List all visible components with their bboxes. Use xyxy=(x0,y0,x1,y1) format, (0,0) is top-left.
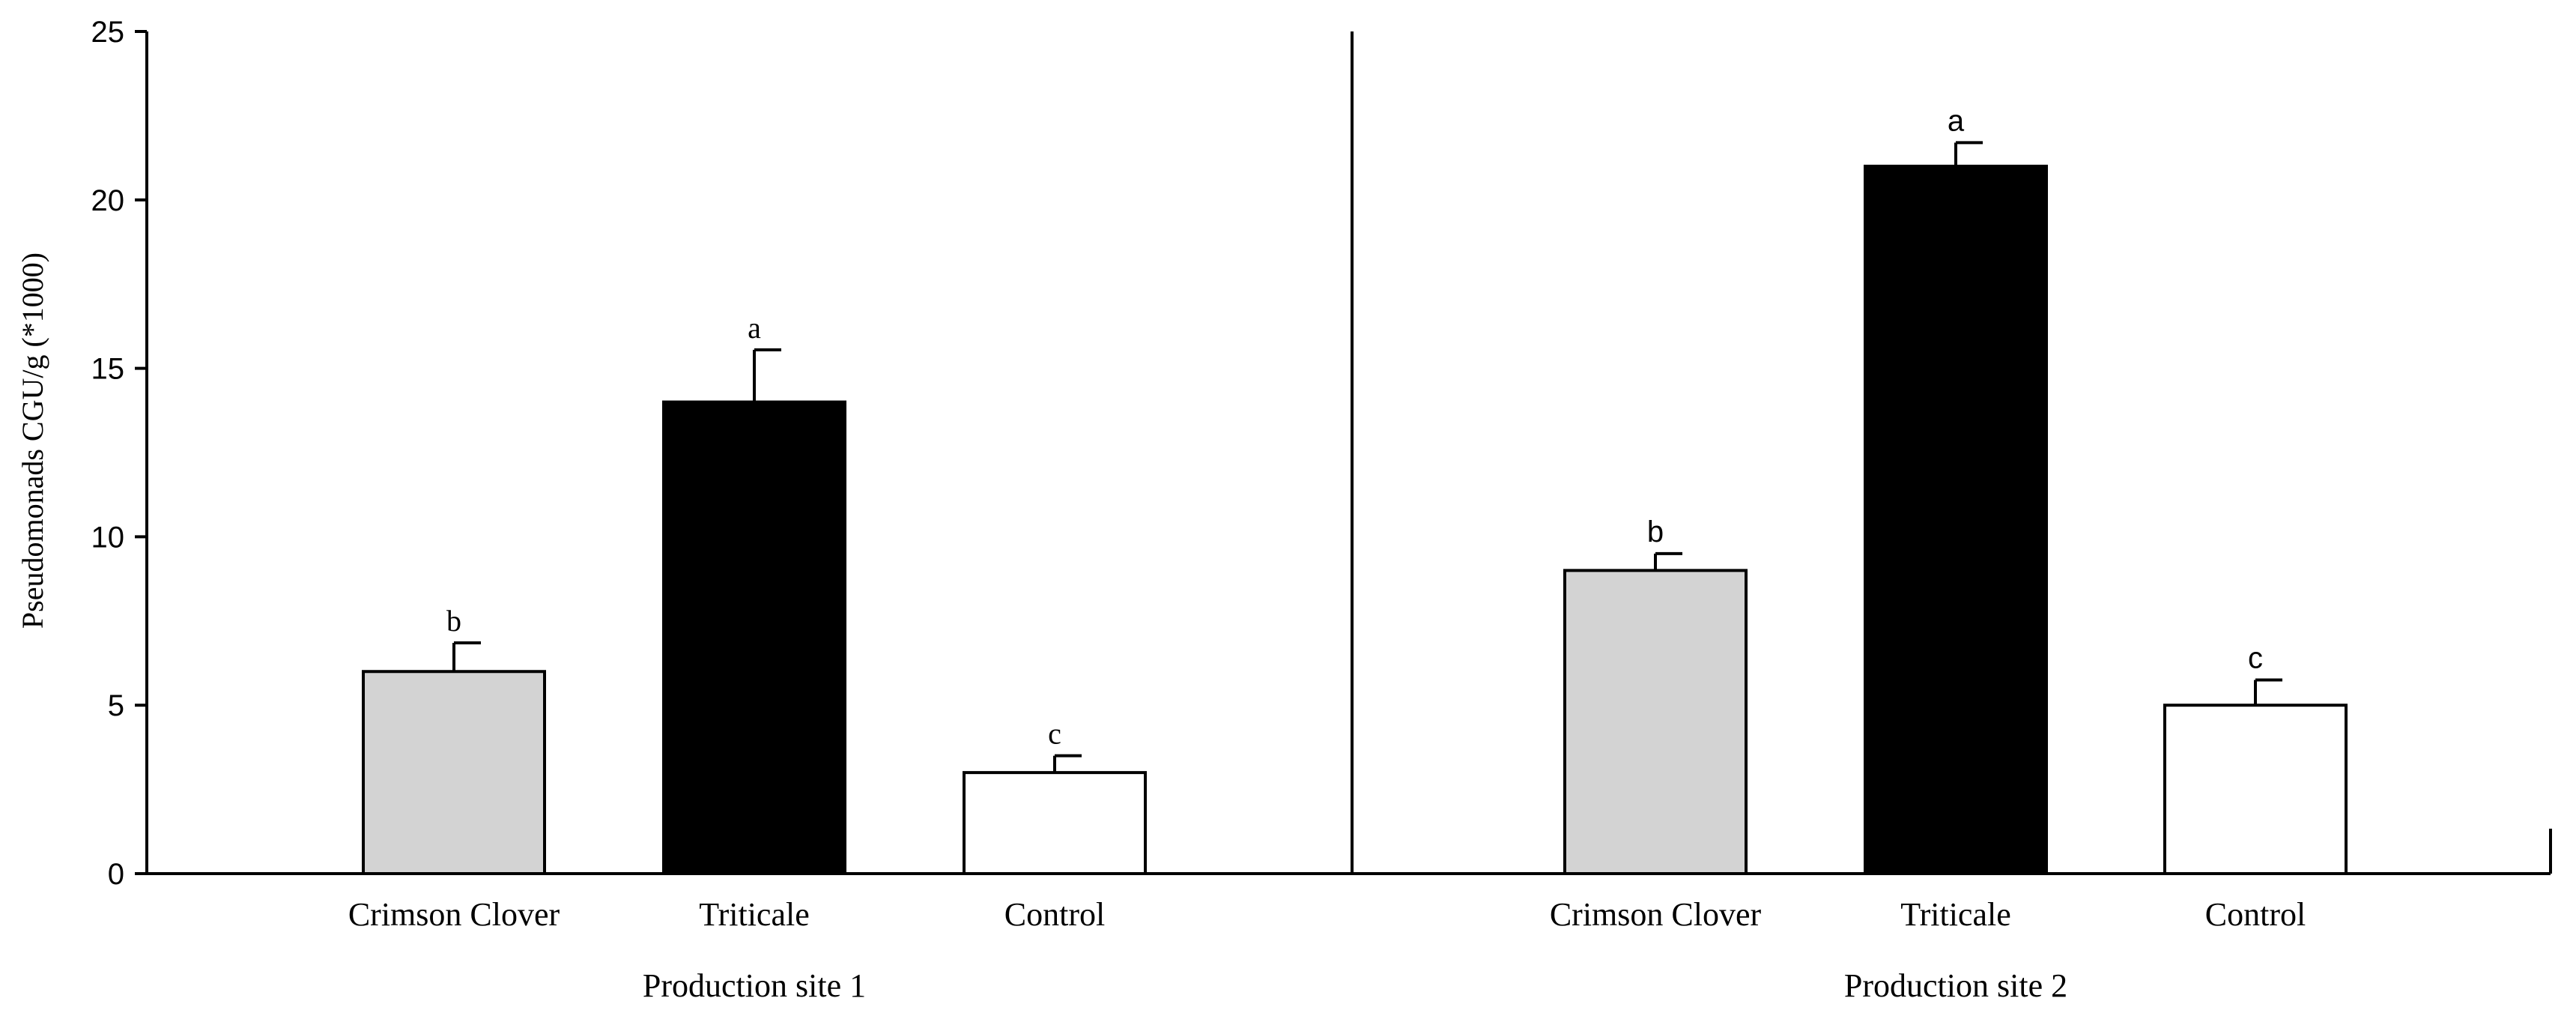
bar xyxy=(1864,164,2048,875)
significance-letter: c xyxy=(1048,717,1061,751)
bar xyxy=(1563,569,1748,875)
y-tick-label: 25 xyxy=(91,16,125,49)
y-tick-label: 5 xyxy=(108,689,124,722)
x-tick-label: Control xyxy=(2205,896,2306,933)
x-tick-label: Crimson Clover xyxy=(348,896,560,933)
significance-letter: a xyxy=(748,311,761,345)
significance-letter: c xyxy=(2248,641,2263,674)
y-tick-label: 0 xyxy=(108,858,124,891)
bar xyxy=(662,400,846,875)
x-tick-label: Control xyxy=(1004,896,1105,933)
bar xyxy=(362,670,546,875)
panel-label: Production site 2 xyxy=(1844,967,2067,1004)
x-tick-label: Crimson Clover xyxy=(1550,896,1762,933)
axes: 0 5 10 15 20 25 Crimson Clover Triticale Control… xyxy=(91,16,2552,1004)
y-tick-label: 10 xyxy=(91,521,125,554)
y-tick-label: 20 xyxy=(91,184,125,217)
significance-letter: a xyxy=(1948,104,1965,137)
significance-letter: b xyxy=(446,604,461,638)
y-tick-label: 15 xyxy=(91,353,125,386)
x-tick-label: Triticale xyxy=(699,896,809,933)
bar xyxy=(2163,704,2348,876)
y-axis-label: Pseudomonads CGU/g (*1000) xyxy=(16,252,49,629)
chart-marks: b a c b a c xyxy=(362,104,2348,876)
bar xyxy=(963,771,1147,875)
significance-letter: b xyxy=(1647,515,1664,548)
panel-label: Production site 1 xyxy=(643,967,866,1004)
x-tick-label: Triticale xyxy=(1900,896,2010,933)
